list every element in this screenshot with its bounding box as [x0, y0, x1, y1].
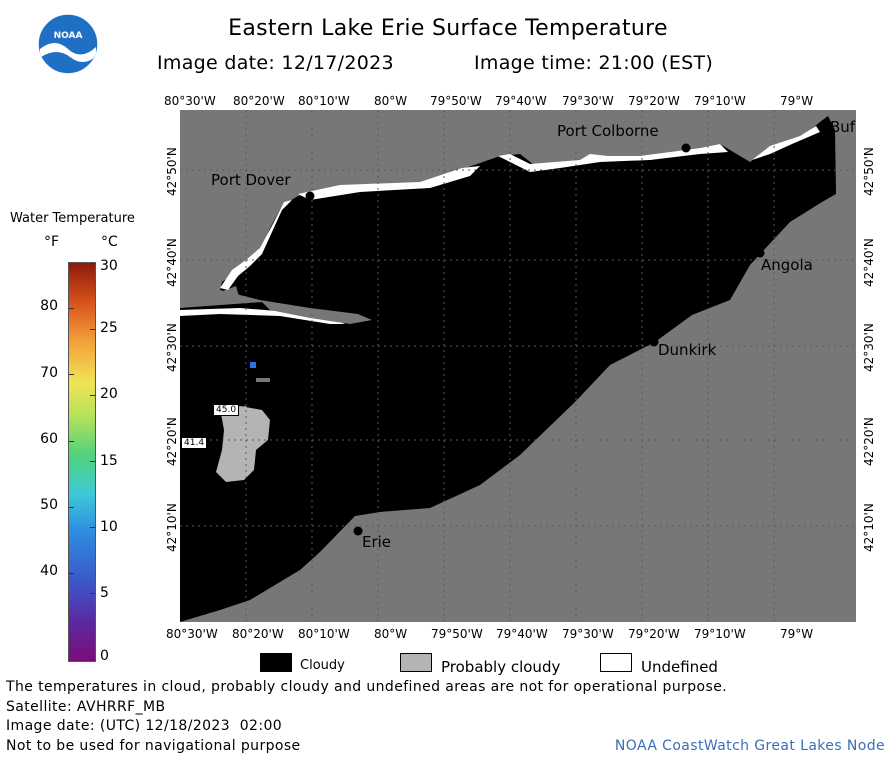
lon-label: 79°30'W	[562, 94, 614, 108]
port-dover-marker	[305, 191, 315, 201]
lat-label: 42°30'N	[862, 323, 876, 372]
lat-label: 42°40'N	[165, 238, 179, 287]
lon-label: 80°20'W	[233, 94, 285, 108]
erie-marker	[353, 526, 363, 536]
lon-label: 79°40'W	[495, 94, 547, 108]
buffalo-marker	[825, 137, 835, 147]
lon-label: 80°30'W	[164, 94, 216, 108]
city-label-buffalo: Buf	[830, 118, 856, 136]
lake-erie-map	[180, 110, 856, 622]
map-value-tag: 41.4	[181, 437, 208, 449]
legend-unit-f: °F	[44, 234, 60, 250]
scale-tick-c: 25	[100, 320, 118, 336]
lon-label: 79°20'W	[628, 94, 680, 108]
lat-label: 42°10'N	[862, 503, 876, 552]
page-title: Eastern Lake Erie Surface Temperature	[228, 16, 668, 41]
lat-label: 42°30'N	[165, 323, 179, 372]
scale-tick-c: 10	[100, 519, 118, 535]
lat-label: 42°20'N	[165, 417, 179, 466]
cloud-area	[180, 116, 836, 622]
lon-label: 79°10'W	[694, 94, 746, 108]
temperature-colorbar	[68, 262, 96, 662]
lon-label: 79°W	[780, 94, 814, 108]
utc-date-text: Image date: (UTC) 12/18/2023 02:00	[6, 718, 283, 734]
noaa-logo-icon	[37, 13, 99, 75]
image-date: Image date: 12/17/2023	[157, 52, 394, 74]
dunkirk-marker	[649, 337, 659, 347]
key-label-probably-cloudy: Probably cloudy	[441, 658, 561, 676]
lon-label: 79°40'W	[496, 627, 548, 641]
key-swatch-cloudy	[260, 653, 292, 672]
lon-label: 80°20'W	[232, 627, 284, 641]
legend-unit-c: °C	[101, 234, 118, 250]
probably-cloudy-area	[216, 406, 270, 482]
city-label-port-colborne: Port Colborne	[557, 122, 659, 140]
city-label-angola: Angola	[761, 256, 813, 274]
lat-label: 42°20'N	[862, 417, 876, 466]
scale-tick-c: 15	[100, 453, 118, 469]
port-colborne-marker	[681, 143, 691, 153]
key-label-undefined: Undefined	[641, 658, 718, 676]
lon-label: 79°20'W	[628, 627, 680, 641]
city-label-dunkirk: Dunkirk	[658, 341, 717, 359]
scale-tick-c: 5	[100, 585, 109, 601]
lat-label: 42°10'N	[165, 503, 179, 552]
undefined-fringe-north	[220, 200, 292, 290]
lon-label: 80°30'W	[166, 627, 218, 641]
noaa-logo-text: NOAA	[53, 31, 83, 41]
lon-label: 79°50'W	[430, 94, 482, 108]
key-swatch-undefined	[600, 653, 632, 672]
lon-label: 79°W	[780, 627, 814, 641]
angola-marker	[755, 248, 765, 258]
lat-label: 42°40'N	[862, 238, 876, 287]
lon-label: 80°10'W	[298, 627, 350, 641]
key-label-cloudy: Cloudy	[300, 658, 345, 673]
key-swatch-probably-cloudy	[400, 653, 432, 672]
lon-label: 79°30'W	[562, 627, 614, 641]
lat-label: 42°50'N	[165, 147, 179, 196]
lat-label: 42°50'N	[862, 147, 876, 196]
scale-tick-f: 60	[40, 431, 58, 447]
map-value-tag: 45.0	[213, 404, 240, 416]
noaa-logo: NOAA	[37, 13, 99, 75]
nav-warning-text: Not to be used for navigational purpose	[6, 738, 301, 754]
disclaimer-text: The temperatures in cloud, probably clou…	[6, 679, 728, 695]
city-label-port-dover: Port Dover	[211, 171, 291, 189]
scale-tick-f: 70	[40, 365, 58, 381]
scale-tick-f: 80	[40, 298, 58, 314]
lon-label: 79°10'W	[694, 627, 746, 641]
scale-tick-f: 50	[40, 497, 58, 513]
scale-tick-c: 30	[100, 258, 118, 274]
lon-label: 79°50'W	[431, 627, 483, 641]
scale-tick-c: 0	[100, 648, 109, 664]
legend-title: Water Temperature	[10, 211, 135, 226]
image-time: Image time: 21:00 (EST)	[474, 52, 714, 74]
map-canvas	[180, 110, 856, 622]
scale-tick-f: 40	[40, 563, 58, 579]
lat-lon-grid	[180, 110, 856, 622]
credit-text: NOAA CoastWatch Great Lakes Node	[614, 738, 885, 754]
scale-tick-c: 20	[100, 386, 118, 402]
lon-label: 80°W	[374, 94, 408, 108]
warm-pixel	[250, 362, 256, 368]
satellite-text: Satellite: AVHRRF_MB	[6, 699, 166, 715]
lon-label: 80°10'W	[298, 94, 350, 108]
lon-label: 80°W	[374, 627, 408, 641]
city-label-erie: Erie	[362, 533, 392, 551]
